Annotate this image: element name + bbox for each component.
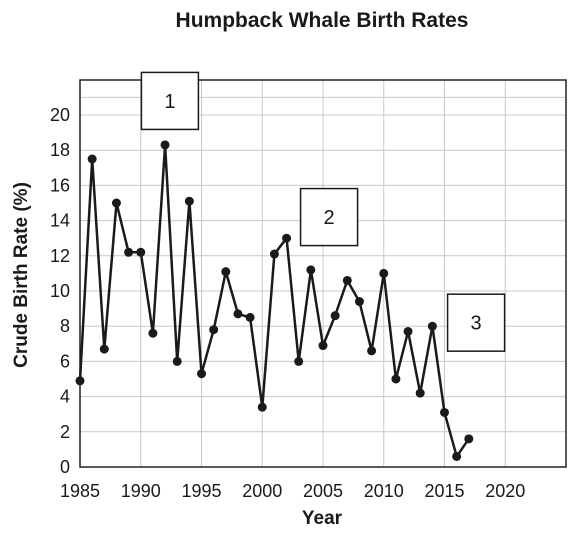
annotation-label: 1 <box>164 91 175 113</box>
y-tick-labels: 0 2 4 6 8 10 12 14 16 18 20 <box>50 105 70 477</box>
data-point <box>209 325 219 335</box>
data-point <box>99 344 109 354</box>
x-tick-label: 1990 <box>121 481 161 501</box>
data-point <box>257 402 267 412</box>
y-tick-label: 8 <box>60 316 70 336</box>
y-axis-label: Crude Birth Rate (%) <box>11 182 32 368</box>
x-tick-labels: 1985 1990 1995 2000 2005 2010 2015 2020 <box>60 481 525 501</box>
data-point <box>184 196 194 206</box>
y-tick-label: 4 <box>60 387 70 407</box>
grid <box>80 80 566 467</box>
annotation-boxes: 1 2 3 <box>140 71 506 352</box>
data-point <box>318 341 328 351</box>
data-point <box>245 312 255 322</box>
annotation-box-frame <box>140 71 200 131</box>
data-point <box>124 247 134 257</box>
data-point <box>233 309 243 319</box>
data-points <box>75 140 474 461</box>
data-point <box>403 326 413 336</box>
annotation-box: 1 <box>140 71 200 131</box>
data-point <box>197 369 206 379</box>
data-point <box>136 247 146 257</box>
annotation-box-frame <box>299 187 359 247</box>
data-point <box>282 233 292 243</box>
data-point <box>330 311 340 321</box>
y-tick-label: 6 <box>60 351 70 371</box>
x-axis-label: Year <box>302 508 343 529</box>
data-point <box>367 346 377 356</box>
annotation-label: 3 <box>471 313 482 335</box>
data-point <box>342 275 352 285</box>
data-point <box>415 388 425 398</box>
y-tick-label: 16 <box>50 175 70 195</box>
x-tick-label: 1995 <box>181 481 221 501</box>
x-tick-label: 2010 <box>364 481 404 501</box>
y-tick-label: 10 <box>50 281 70 301</box>
data-point <box>160 140 170 150</box>
data-point <box>452 451 462 461</box>
data-point <box>148 328 158 338</box>
data-point <box>379 268 389 278</box>
chart-title: Humpback Whale Birth Rates <box>176 9 469 32</box>
x-tick-label: 2015 <box>424 481 464 501</box>
x-tick-label: 2000 <box>242 481 282 501</box>
data-point <box>354 297 364 307</box>
y-tick-label: 12 <box>50 246 70 266</box>
data-point <box>172 356 182 366</box>
y-tick-label: 20 <box>50 105 70 125</box>
data-point <box>440 407 449 417</box>
y-tick-label: 0 <box>60 457 70 477</box>
data-point <box>269 249 279 259</box>
data-point <box>87 154 97 164</box>
data-point <box>75 376 85 386</box>
data-point <box>221 267 231 277</box>
data-point <box>391 374 401 384</box>
y-tick-label: 14 <box>50 211 70 231</box>
series-line <box>78 143 470 458</box>
data-point <box>111 198 121 208</box>
data-point <box>294 356 304 366</box>
x-tick-label: 2005 <box>303 481 343 501</box>
y-tick-label: 18 <box>50 140 70 160</box>
y-tick-label: 2 <box>60 422 70 442</box>
data-point <box>427 321 437 331</box>
annotation-box-frame <box>446 293 506 352</box>
annotation-box: 3 <box>446 293 506 352</box>
data-point <box>306 265 316 275</box>
annotation-label: 2 <box>324 207 335 229</box>
x-tick-label: 2020 <box>485 481 525 501</box>
plot-frame <box>79 79 567 468</box>
data-point <box>464 434 474 444</box>
x-tick-label: 1985 <box>60 481 100 501</box>
annotation-box: 2 <box>299 187 359 247</box>
